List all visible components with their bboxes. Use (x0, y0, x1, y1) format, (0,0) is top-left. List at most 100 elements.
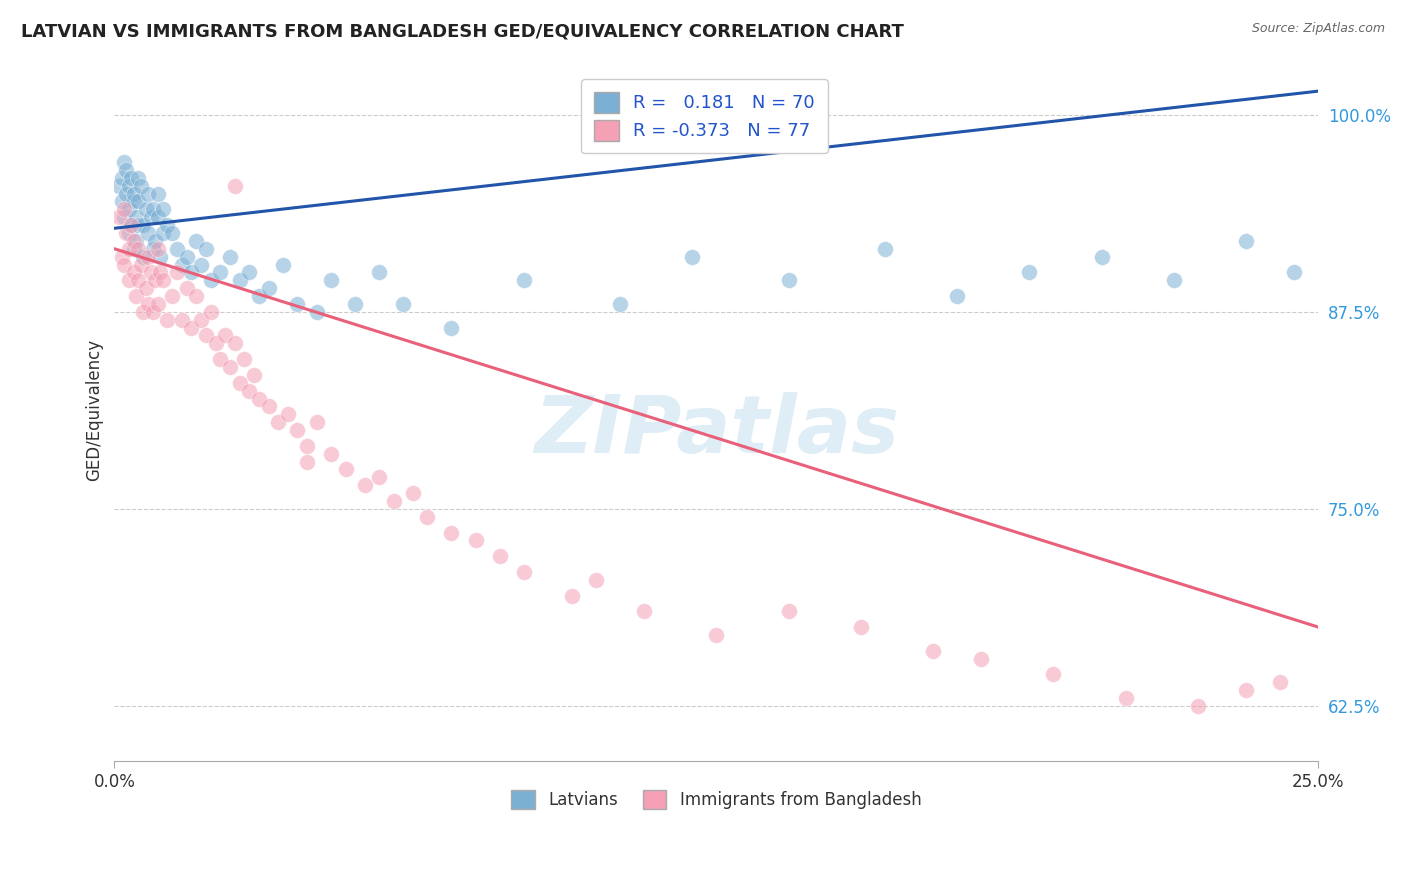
Point (233, 352, 256, 367)
Point (166, 265, 188, 279)
Point (257, 281, 280, 295)
Point (368, 470, 391, 484)
Point (1234, 234, 1257, 248)
Point (778, 604, 800, 618)
Point (156, 218, 179, 232)
Point (209, 265, 232, 279)
Point (190, 258, 212, 272)
Point (224, 336, 246, 351)
Point (146, 242, 169, 256)
Point (132, 218, 155, 232)
Point (136, 186, 159, 201)
Point (127, 242, 149, 256)
Point (319, 273, 342, 287)
Point (118, 273, 141, 287)
Point (1090, 250, 1112, 264)
Point (135, 202, 157, 217)
Point (108, 211, 131, 225)
Point (143, 273, 166, 287)
Point (143, 234, 166, 248)
Point (127, 218, 149, 232)
Legend: Latvians, Immigrants from Bangladesh: Latvians, Immigrants from Bangladesh (505, 783, 928, 816)
Point (238, 384, 260, 398)
Point (160, 226, 183, 240)
Point (778, 273, 800, 287)
Point (368, 265, 391, 279)
Point (194, 242, 217, 256)
Point (146, 211, 169, 225)
Y-axis label: GED/Equivalency: GED/Equivalency (86, 339, 103, 482)
Point (132, 250, 155, 264)
Point (200, 305, 222, 319)
Point (228, 273, 250, 287)
Point (139, 211, 162, 225)
Point (1115, 691, 1137, 706)
Point (1234, 683, 1257, 698)
Point (122, 265, 145, 279)
Point (681, 250, 703, 264)
Point (440, 525, 463, 540)
Point (1163, 273, 1185, 287)
Point (194, 328, 217, 343)
Point (152, 226, 174, 240)
Point (139, 265, 162, 279)
Point (112, 211, 135, 225)
Point (224, 178, 246, 193)
Point (120, 218, 142, 232)
Point (402, 486, 425, 500)
Point (319, 447, 342, 461)
Point (132, 305, 155, 319)
Point (156, 312, 179, 326)
Point (111, 170, 134, 185)
Point (922, 644, 945, 658)
Point (129, 258, 152, 272)
Point (219, 250, 242, 264)
Point (512, 273, 534, 287)
Point (287, 297, 309, 311)
Point (170, 312, 193, 326)
Point (118, 226, 141, 240)
Point (305, 415, 328, 429)
Point (170, 258, 193, 272)
Point (122, 194, 145, 209)
Point (186, 234, 208, 248)
Point (512, 565, 534, 579)
Point (152, 202, 174, 217)
Point (416, 509, 439, 524)
Point (219, 359, 242, 374)
Point (204, 336, 226, 351)
Point (125, 234, 148, 248)
Point (115, 163, 138, 178)
Point (122, 186, 145, 201)
Point (136, 250, 159, 264)
Point (228, 376, 250, 390)
Point (277, 407, 299, 421)
Point (160, 289, 183, 303)
Point (243, 368, 266, 382)
Point (135, 281, 157, 295)
Point (382, 494, 405, 508)
Point (115, 226, 138, 240)
Point (849, 620, 872, 634)
Point (111, 250, 134, 264)
Point (561, 589, 583, 603)
Point (464, 533, 486, 548)
Point (353, 478, 375, 492)
Text: Source: ZipAtlas.com: Source: ZipAtlas.com (1251, 22, 1385, 36)
Point (1282, 265, 1305, 279)
Point (295, 454, 318, 468)
Point (112, 155, 135, 169)
Text: LATVIAN VS IMMIGRANTS FROM BANGLADESH GED/EQUIVALENCY CORRELATION CHART: LATVIAN VS IMMIGRANTS FROM BANGLADESH GE… (21, 22, 904, 40)
Point (127, 170, 149, 185)
Point (335, 462, 357, 476)
Point (1018, 265, 1040, 279)
Point (585, 573, 607, 587)
Point (149, 265, 172, 279)
Point (609, 297, 631, 311)
Point (1187, 698, 1209, 713)
Point (112, 202, 135, 217)
Point (946, 289, 969, 303)
Point (122, 242, 145, 256)
Point (704, 628, 727, 642)
Point (118, 242, 141, 256)
